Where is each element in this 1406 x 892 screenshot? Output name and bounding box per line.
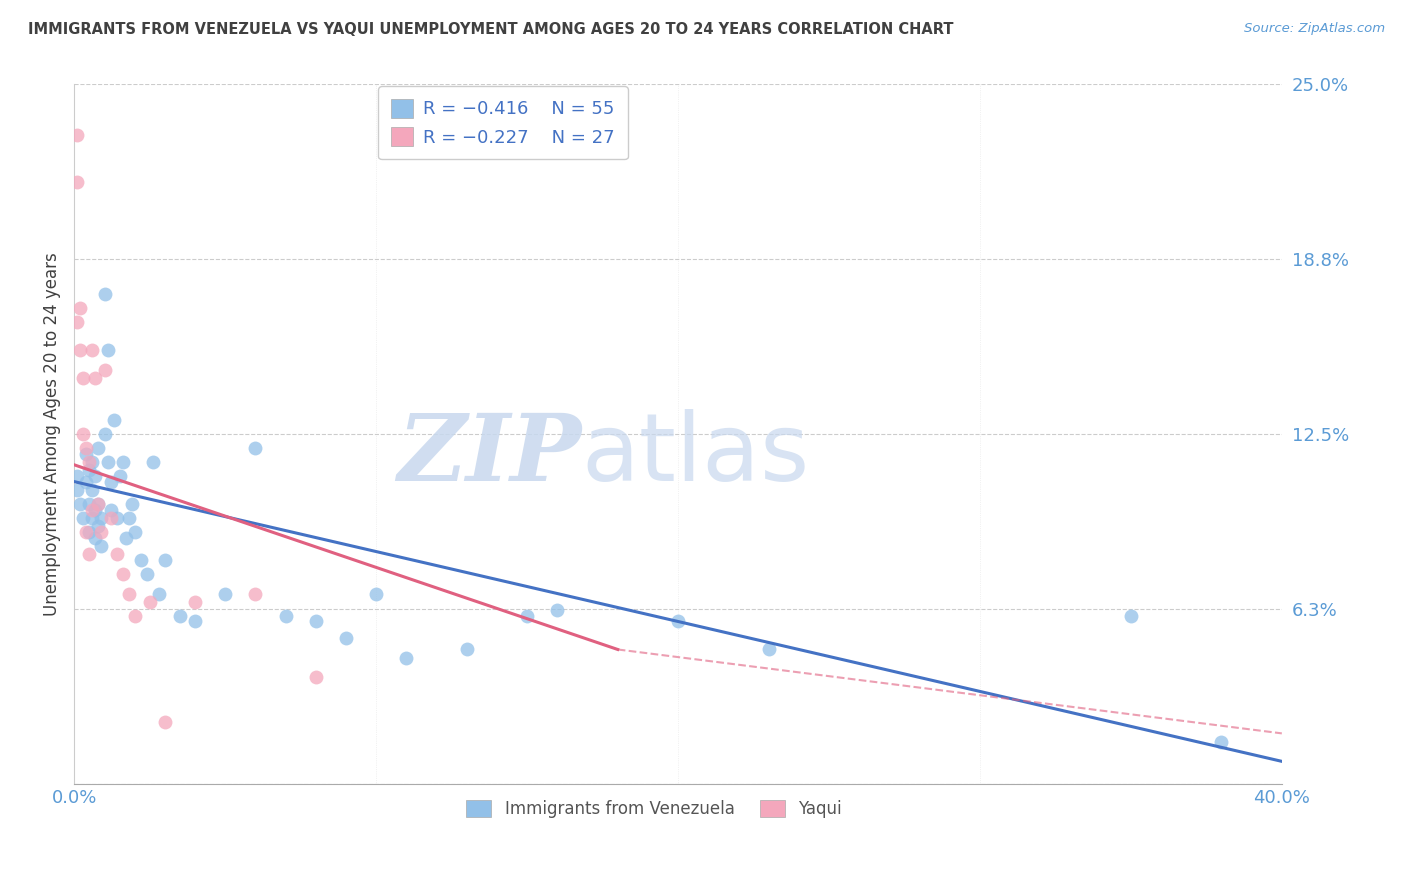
Point [66,315,89,329]
Point [335,632,357,646]
Point [395,651,418,665]
Point [75,441,97,455]
Text: Source: ZipAtlas.com: Source: ZipAtlas.com [1244,22,1385,36]
Point [75,524,97,539]
Point [108,469,131,483]
Point [90,539,112,553]
Point [93,427,115,442]
Point [184,615,207,629]
Point [79,547,101,561]
Point [82,483,104,497]
Point [184,595,207,609]
Point [82,502,104,516]
Point [1211,735,1233,749]
Point [66,175,89,189]
Point [93,363,115,377]
Point [516,608,538,623]
Text: ZIP: ZIP [398,410,582,500]
Point [129,553,152,567]
Point [87,497,110,511]
Point [90,511,112,525]
Point [79,455,101,469]
Point [66,483,89,497]
Point [79,463,101,477]
Point [82,455,104,469]
Point [69,497,91,511]
Point [153,553,176,567]
Point [66,469,89,483]
Point [758,642,780,657]
Point [169,608,191,623]
Point [214,586,236,600]
Point [79,524,101,539]
Point [84,502,107,516]
Point [93,287,115,301]
Point [305,615,328,629]
Point [245,441,267,455]
Point [124,608,146,623]
Point [82,343,104,358]
Point [69,343,91,358]
Point [114,531,136,545]
Point [84,469,107,483]
Point [75,447,97,461]
Point [142,455,165,469]
Point [96,455,118,469]
Point [666,615,689,629]
Point [118,586,141,600]
Text: atlas: atlas [582,409,810,501]
Point [105,547,128,561]
Point [75,475,97,489]
Point [105,511,128,525]
Point [148,586,170,600]
Point [305,670,328,684]
Point [274,608,297,623]
Point [124,524,146,539]
Point [82,511,104,525]
Point [87,519,110,533]
Point [96,343,118,358]
Point [121,497,143,511]
Point [111,455,134,469]
Point [84,371,107,385]
Point [546,603,568,617]
Point [100,502,122,516]
Y-axis label: Unemployment Among Ages 20 to 24 years: Unemployment Among Ages 20 to 24 years [44,252,60,616]
Point [84,531,107,545]
Point [366,586,388,600]
Point [72,371,94,385]
Point [103,413,125,427]
Point [79,497,101,511]
Point [90,524,112,539]
Point [139,595,162,609]
Legend: Immigrants from Venezuela, Yaqui: Immigrants from Venezuela, Yaqui [460,793,848,824]
Point [69,301,91,316]
Point [72,511,94,525]
Point [100,475,122,489]
Point [456,642,478,657]
Point [111,566,134,581]
Point [66,128,89,142]
Point [87,497,110,511]
Point [118,511,141,525]
Point [72,427,94,442]
Point [100,511,122,525]
Text: IMMIGRANTS FROM VENEZUELA VS YAQUI UNEMPLOYMENT AMONG AGES 20 TO 24 YEARS CORREL: IMMIGRANTS FROM VENEZUELA VS YAQUI UNEMP… [28,22,953,37]
Point [87,441,110,455]
Point [135,566,157,581]
Point [245,586,267,600]
Point [1119,608,1142,623]
Point [153,715,176,730]
